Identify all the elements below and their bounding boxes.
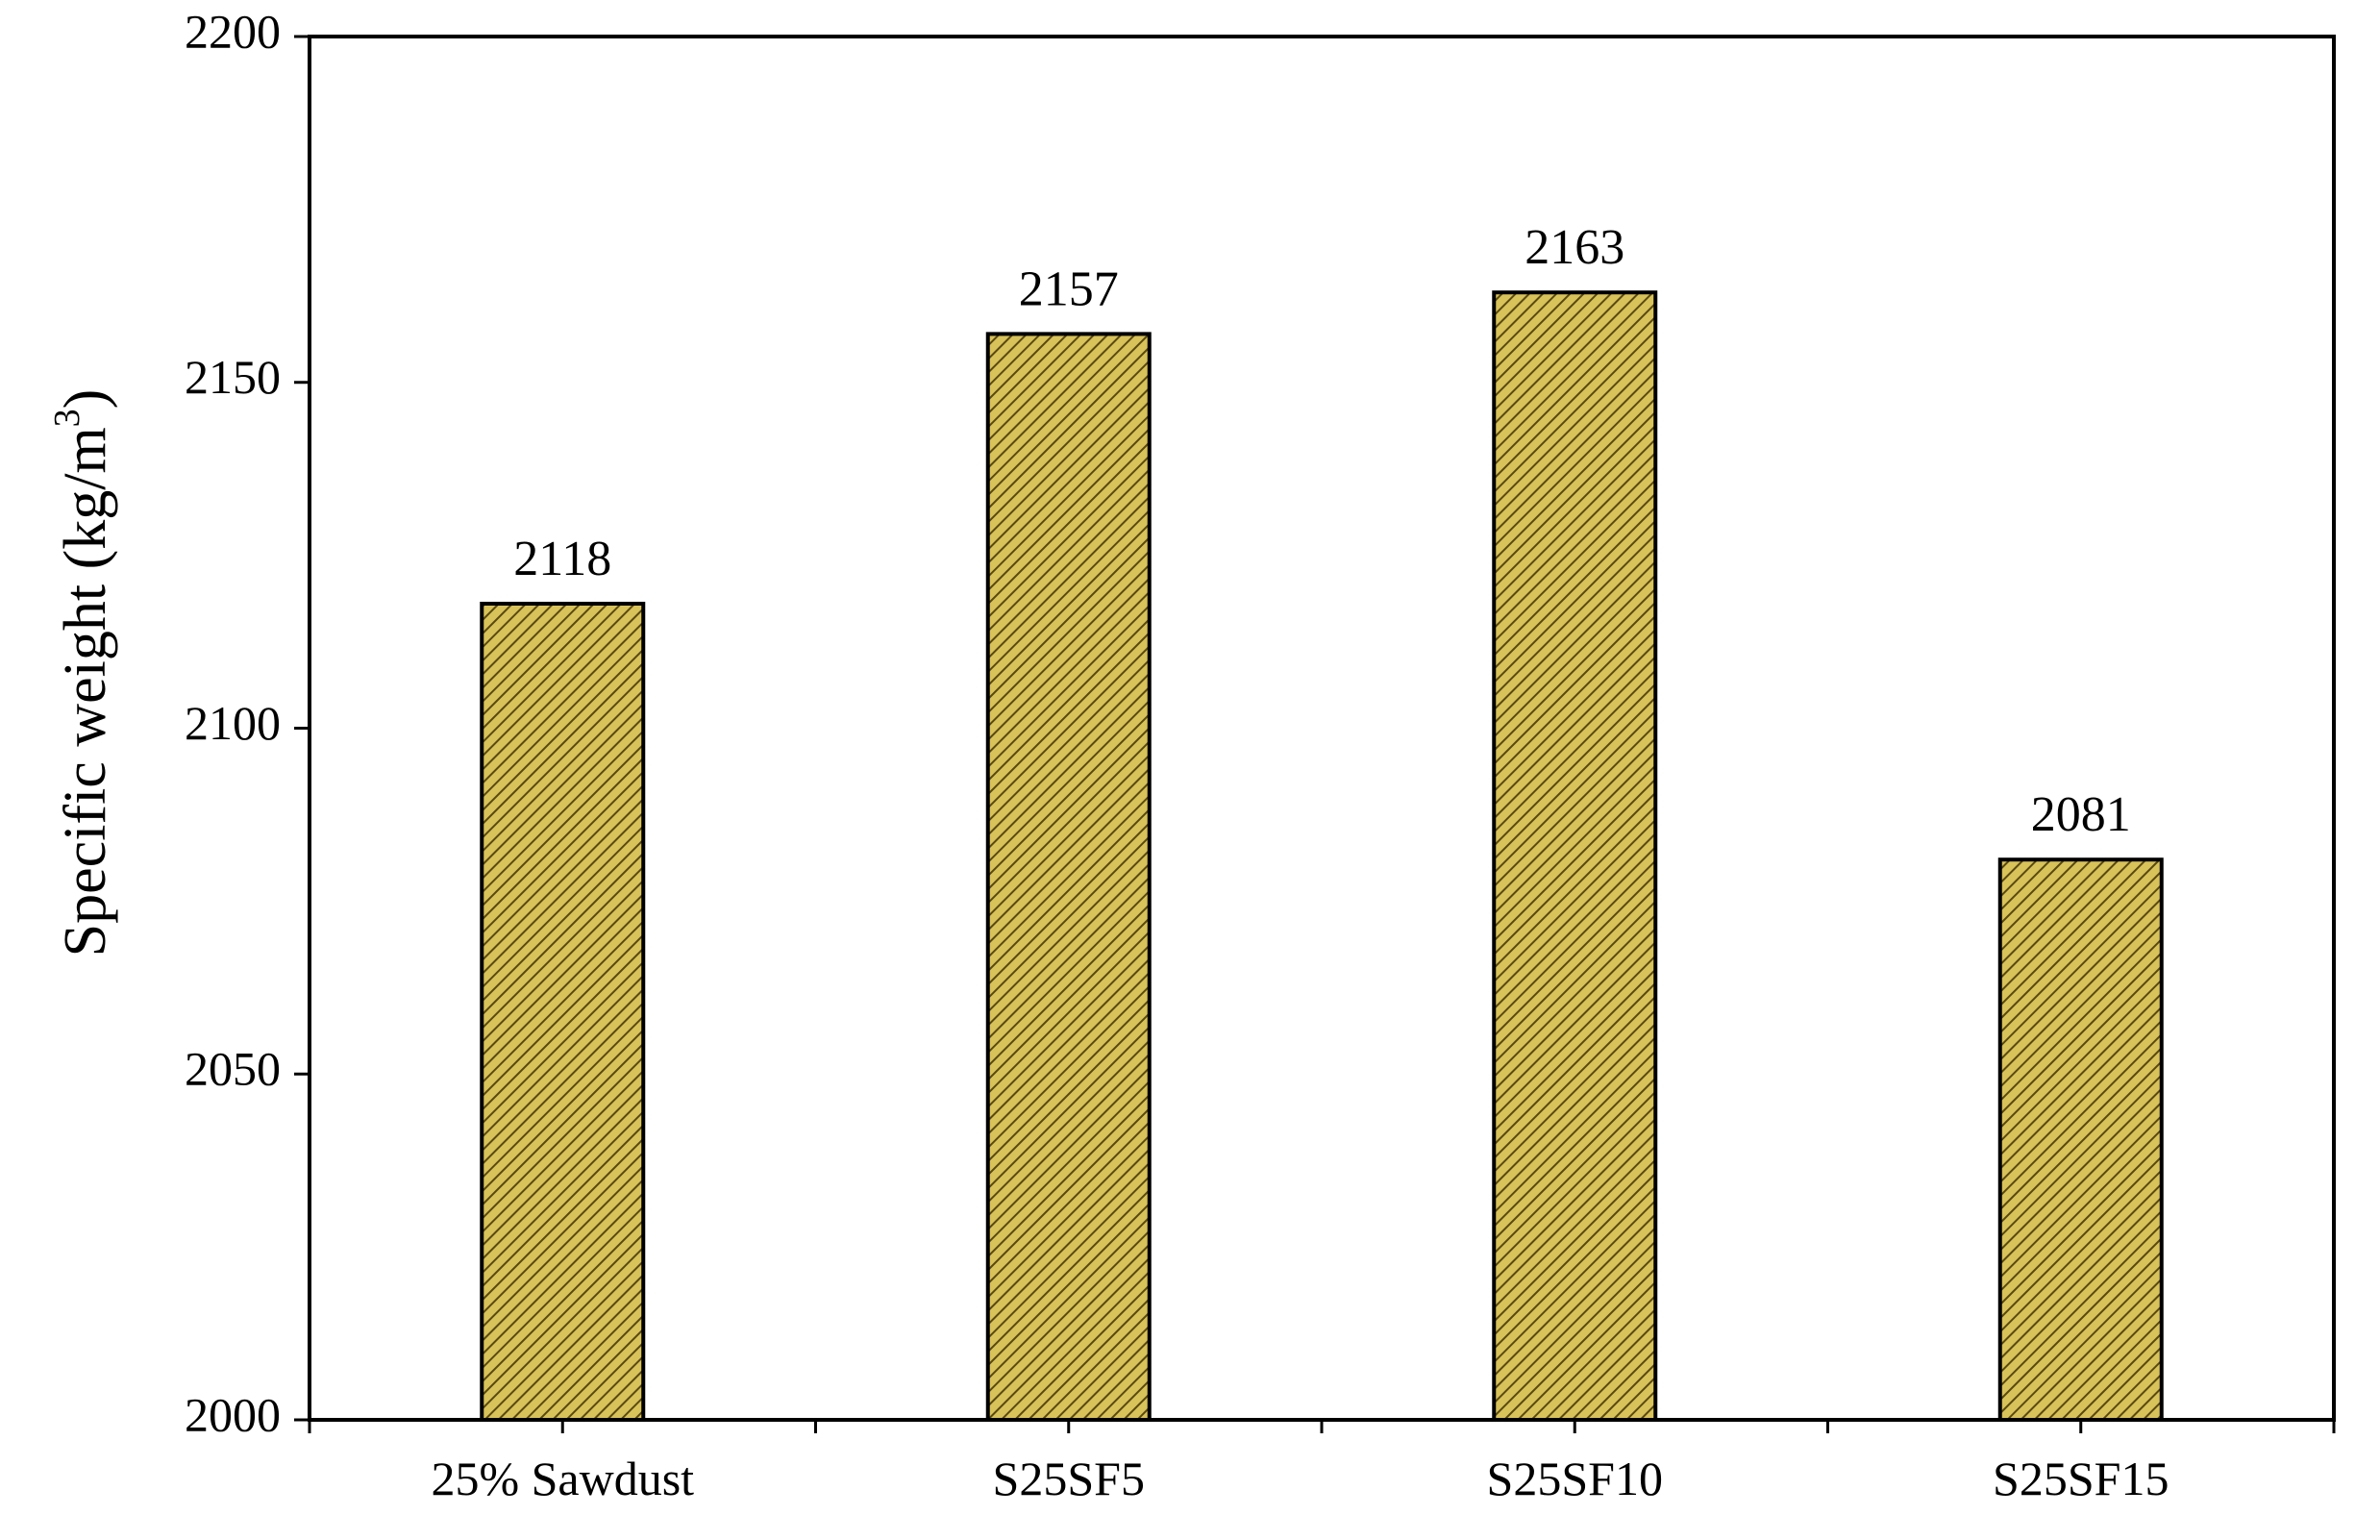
y-axis: 2000 2050 2100 2150 2200 [185, 4, 310, 1441]
bar-value-label: 2118 [513, 532, 611, 586]
y-axis-title-suffix: ) [53, 389, 118, 410]
bar-value-label: 2157 [1019, 261, 1119, 316]
x-category-label: S25SF10 [1487, 1452, 1663, 1505]
plot-frame [308, 35, 2336, 1422]
y-tick-label: 2200 [185, 4, 281, 58]
bar-value-label: 2163 [1525, 220, 1624, 275]
y-axis-title: Specific weight (kg/m3) [47, 389, 119, 957]
bar [1997, 857, 2164, 1422]
y-tick-label: 2000 [185, 1387, 281, 1441]
y-axis-title-superscript: 3 [47, 409, 87, 427]
y-tick-label: 2100 [185, 696, 281, 750]
x-category-label: S25SF5 [993, 1452, 1145, 1505]
x-category-label: 25% Sawdust [431, 1452, 694, 1505]
y-tick-label: 2050 [185, 1042, 281, 1096]
y-axis-title-main: Specific weight (kg/m [53, 427, 118, 956]
bar [1492, 290, 1658, 1423]
x-axis: 25% Sawdust S25SF5 S25SF10 S25SF15 [308, 1420, 2336, 1505]
bars [480, 290, 2164, 1423]
x-category-label: S25SF15 [1993, 1452, 2169, 1505]
bar-value-label: 2081 [2031, 787, 2131, 842]
bar [985, 332, 1152, 1422]
bar [480, 601, 646, 1422]
y-tick-label: 2150 [185, 350, 281, 404]
svg-text:Specific weight (kg/m3): Specific weight (kg/m3) [47, 389, 119, 957]
data-labels: 2118 2157 2163 2081 [513, 220, 2131, 842]
